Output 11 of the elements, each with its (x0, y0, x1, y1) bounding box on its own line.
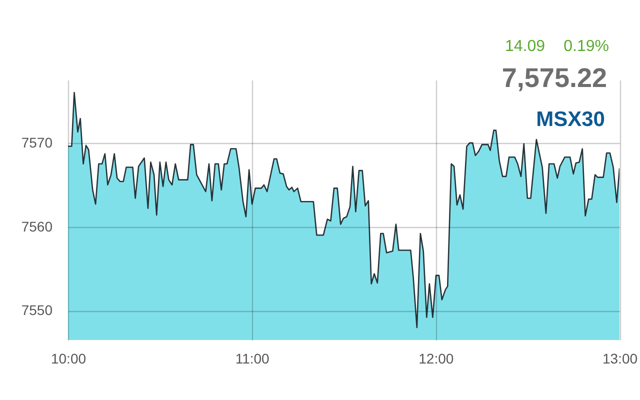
x-tick-label: 10:00 (50, 350, 86, 366)
text: 0.19% (564, 38, 609, 55)
text: 14.09 (504, 38, 546, 55)
x-tick-label: 11:00 (235, 350, 270, 366)
y-tick-label: 7550 (21, 302, 53, 318)
text: MSX30 (536, 108, 605, 131)
y-tick-label: 7570 (21, 134, 53, 150)
x-tick-label: 12:00 (418, 350, 454, 366)
x-tick-label: 13:00 (602, 350, 638, 366)
y-tick-label: 7560 (21, 218, 53, 234)
chart-subtitle: 7,575.22 (502, 63, 607, 93)
